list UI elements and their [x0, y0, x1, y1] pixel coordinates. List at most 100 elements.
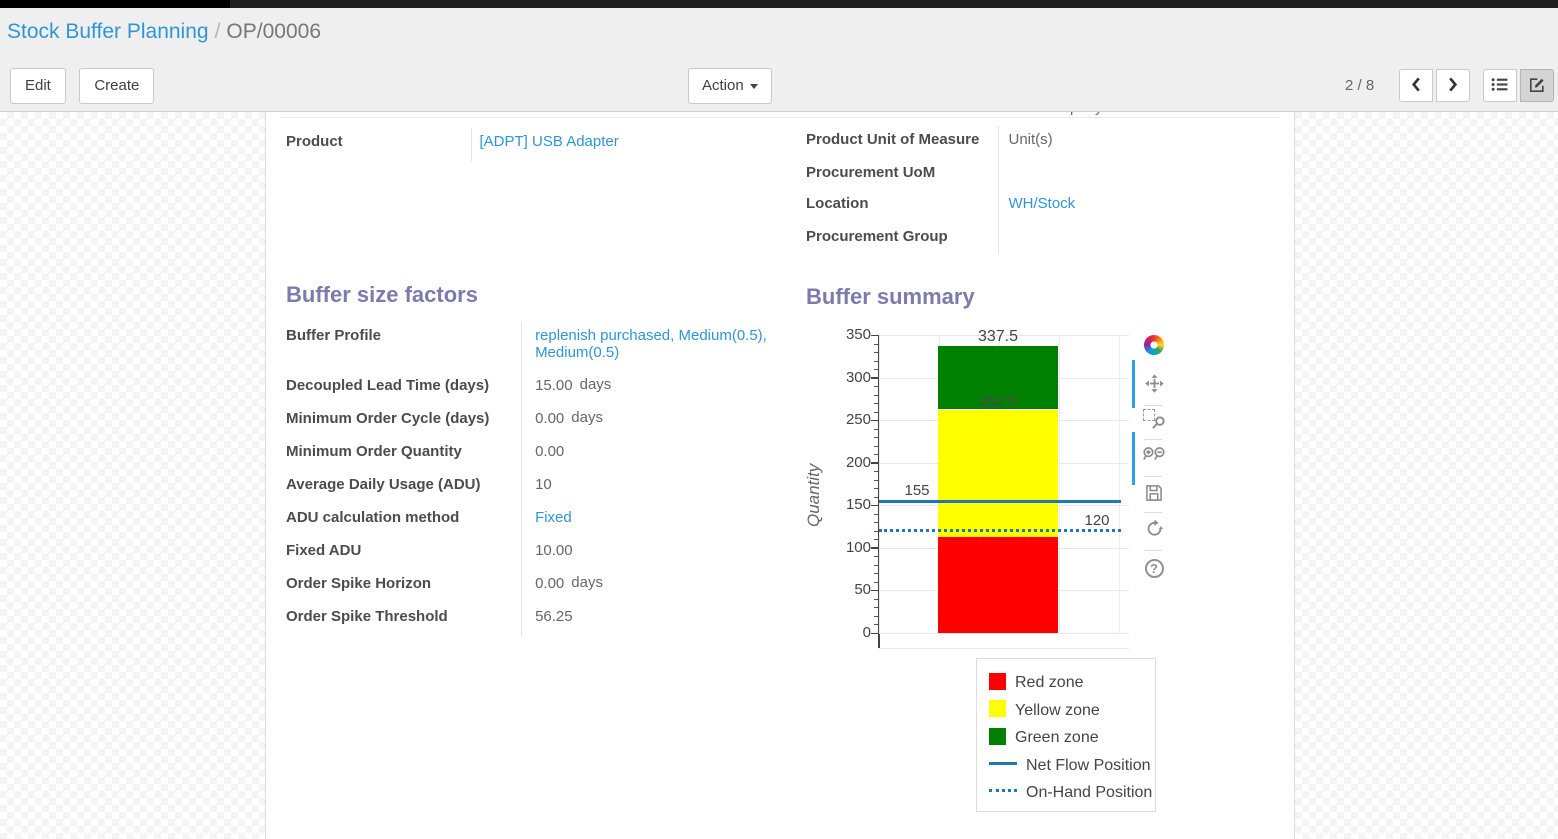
y-axis-minor-tick: [874, 522, 878, 524]
adu-method-link[interactable]: Fixed: [535, 509, 572, 526]
modebar-indicator-bar: [1132, 360, 1135, 408]
y-axis-major-tick: [871, 632, 878, 634]
gridline: [879, 335, 1129, 336]
net-flow-line-swatch: [989, 761, 1017, 765]
breadcrumb-parent-link[interactable]: Stock Buffer Planning: [7, 20, 209, 43]
field-row-min-order-cycle: Minimum Order Cycle (days) 0.00 days: [286, 405, 781, 438]
y-axis-major-tick: [871, 547, 878, 549]
pager-previous-button[interactable]: [1398, 69, 1433, 102]
section-title-buffer-size-factors: Buffer size factors: [286, 282, 478, 307]
y-axis-minor-tick: [874, 581, 878, 583]
field-row-location: Location WH/Stock: [806, 190, 1276, 223]
y-axis-minor-tick: [874, 539, 878, 541]
field-row-product-uom: Product Unit of Measure Unit(s): [806, 126, 1276, 159]
field-suffix: days: [571, 409, 603, 426]
y-axis-minor-tick: [874, 479, 878, 481]
zoom-in-out-icon[interactable]: [1142, 445, 1166, 469]
net-flow-position-line: [879, 499, 1121, 503]
y-tick-label: 0: [862, 624, 871, 641]
on-hand-line-swatch: [989, 789, 1017, 793]
modebar-separator: [1144, 476, 1162, 477]
green-zone-swatch: [989, 727, 1006, 745]
y-axis-minor-tick: [874, 556, 878, 558]
list-view-button[interactable]: [1482, 69, 1517, 102]
field-row-adu-method: ADU calculation method Fixed: [286, 504, 781, 537]
view-switcher: [1482, 68, 1554, 102]
field-label: Order Spike Threshold: [286, 608, 448, 625]
chart-legend: Red zone Yellow zone Green zone Net Flow…: [976, 658, 1156, 812]
field-row-procurement-uom: Procurement UoM: [806, 159, 1276, 190]
red-zone-swatch: [989, 672, 1006, 690]
reset-axes-icon[interactable]: [1142, 518, 1166, 542]
y-axis-minor-tick: [874, 598, 878, 600]
y-axis-minor-tick: [874, 411, 878, 413]
y-axis-minor-tick: [874, 445, 878, 447]
list-view-icon: [1491, 77, 1508, 94]
y-axis-major-tick: [871, 462, 878, 464]
form-sheet: YourCompany Product [ADPT] USB Adapter P…: [265, 112, 1295, 839]
y-axis-minor-tick: [874, 454, 878, 456]
plotly-logo-icon[interactable]: [1142, 333, 1166, 357]
clipped-row-border: [280, 117, 1280, 118]
field-row-procurement-group: Procurement Group: [806, 223, 1276, 254]
field-value: [997, 223, 1276, 254]
create-button[interactable]: Create: [79, 68, 155, 104]
y-tick-label: 250: [845, 411, 871, 429]
chevron-left-icon: [1411, 77, 1421, 94]
field-row-min-order-qty: Minimum Order Quantity 0.00: [286, 438, 781, 471]
plot-bottom-border: [879, 648, 1129, 649]
help-icon[interactable]: ?: [1142, 557, 1166, 581]
legend-item-on-hand[interactable]: On-Hand Position: [989, 779, 1155, 807]
y-axis-minor-tick: [874, 352, 878, 354]
field-suffix: days: [571, 574, 603, 591]
y-axis-minor-tick: [874, 615, 878, 617]
modebar-separator: [1144, 512, 1162, 513]
legend-item-net-flow[interactable]: Net Flow Position: [989, 752, 1155, 780]
pager-next-button[interactable]: [1436, 69, 1471, 102]
y-tick-label: 200: [845, 453, 871, 471]
location-link[interactable]: WH/Stock: [1008, 195, 1076, 212]
pager-buttons: [1398, 68, 1471, 102]
legend-item-green-zone[interactable]: Green zone: [989, 724, 1155, 752]
field-value: 0.00: [535, 575, 565, 592]
legend-item-yellow-zone[interactable]: Yellow zone: [989, 697, 1155, 725]
line-value-label: 155: [904, 482, 930, 500]
y-axis-minor-tick: [874, 403, 878, 405]
gridline: [1059, 335, 1060, 633]
zone-boundary-label: 262.5: [979, 392, 1017, 410]
action-dropdown-button[interactable]: Action: [688, 68, 772, 104]
field-value: 0.00: [535, 410, 565, 427]
field-value: 15.00: [535, 377, 573, 394]
field-label: Product: [286, 133, 343, 150]
modebar-separator: [1144, 439, 1162, 440]
field-label: Minimum Order Quantity: [286, 443, 462, 460]
yellow-zone-swatch: [989, 700, 1006, 718]
edit-button[interactable]: Edit: [10, 68, 66, 104]
zoom-icon[interactable]: [1142, 407, 1166, 431]
field-row-dlt: Decoupled Lead Time (days) 15.00 days: [286, 372, 781, 405]
breadcrumb-separator: /: [214, 20, 221, 43]
save-icon[interactable]: [1142, 483, 1166, 507]
buffer-profile-link[interactable]: replenish purchased, Medium(0.5), Medium…: [535, 327, 767, 361]
pan-icon[interactable]: [1142, 373, 1166, 397]
field-value: 0.00: [521, 438, 781, 471]
y-axis-minor-tick: [874, 386, 878, 388]
buffer-size-factors-group: Buffer Profile replenish purchased, Medi…: [286, 322, 781, 636]
y-axis-minor-tick: [874, 564, 878, 566]
field-label: Average Daily Usage (ADU): [286, 476, 481, 493]
company-field-partial: YourCompany: [1008, 112, 1208, 118]
browser-top-bar-segment: [0, 0, 230, 8]
modebar-separator: [1144, 550, 1162, 551]
y-axis-minor-tick: [874, 437, 878, 439]
green-zone-bar: [938, 345, 1058, 410]
y-axis-minor-tick: [874, 624, 878, 626]
y-axis-major-tick: [871, 589, 878, 592]
control-panel: Stock Buffer Planning / OP/00006 Edit Crea…: [0, 8, 1558, 112]
y-axis-major-tick: [871, 419, 878, 422]
product-link[interactable]: [ADPT] USB Adapter: [479, 133, 619, 150]
y-axis-minor-tick: [874, 394, 878, 396]
form-view-button[interactable]: [1520, 69, 1554, 102]
field-label: Buffer Profile: [286, 327, 382, 344]
field-row-adu: Average Daily Usage (ADU) 10: [286, 471, 781, 504]
legend-item-red-zone[interactable]: Red zone: [989, 669, 1155, 697]
